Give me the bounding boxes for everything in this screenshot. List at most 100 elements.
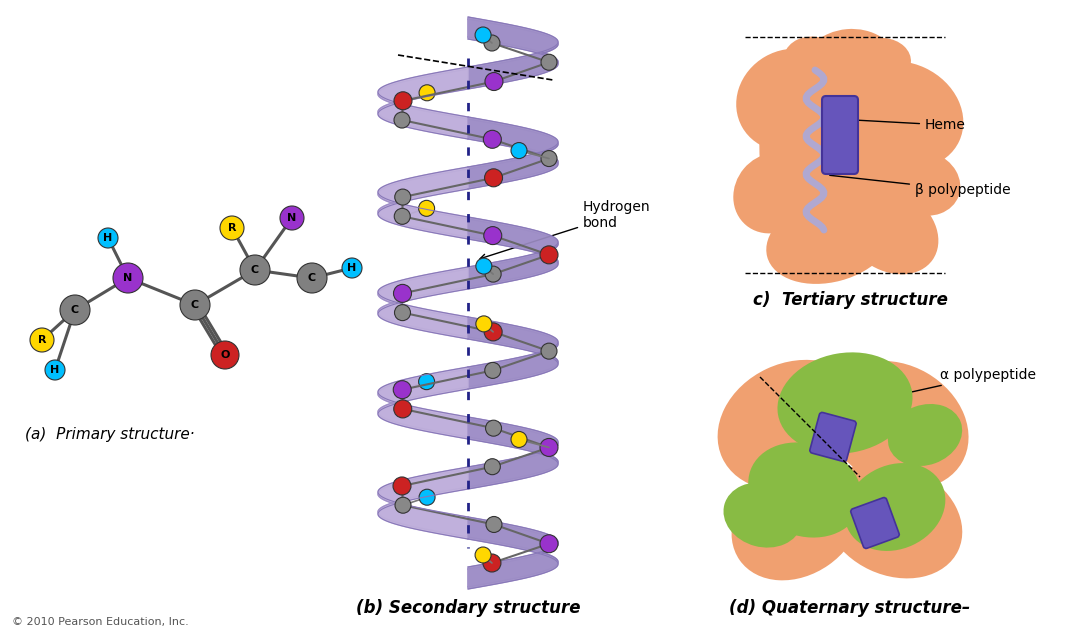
Circle shape [511, 431, 527, 448]
Polygon shape [378, 69, 468, 137]
Circle shape [484, 323, 502, 341]
Ellipse shape [759, 51, 930, 260]
Polygon shape [378, 369, 468, 437]
FancyBboxPatch shape [810, 412, 856, 462]
Text: α polypeptide: α polypeptide [910, 368, 1036, 392]
Circle shape [485, 266, 501, 282]
Polygon shape [468, 219, 558, 287]
Polygon shape [378, 269, 468, 337]
Circle shape [419, 489, 436, 505]
Circle shape [395, 497, 411, 513]
Text: H: H [51, 365, 59, 375]
Circle shape [113, 263, 143, 293]
Circle shape [484, 227, 501, 244]
Circle shape [485, 420, 501, 436]
Polygon shape [468, 519, 558, 587]
Circle shape [98, 228, 118, 248]
Circle shape [280, 206, 304, 230]
Polygon shape [378, 469, 468, 537]
Text: (b) Secondary structure: (b) Secondary structure [356, 599, 580, 617]
Circle shape [342, 258, 362, 278]
Circle shape [419, 85, 436, 101]
Text: (a)  Primary structure·: (a) Primary structure· [25, 427, 195, 443]
Circle shape [540, 535, 558, 552]
Circle shape [395, 189, 411, 205]
Ellipse shape [855, 38, 911, 82]
Text: © 2010 Pearson Education, Inc.: © 2010 Pearson Education, Inc. [12, 617, 189, 627]
Text: O: O [220, 350, 230, 360]
Ellipse shape [748, 443, 861, 538]
Polygon shape [468, 117, 558, 189]
Polygon shape [468, 319, 558, 387]
Circle shape [393, 400, 412, 418]
Circle shape [475, 258, 492, 274]
Polygon shape [378, 169, 468, 237]
Circle shape [240, 255, 270, 285]
Text: (d) Quaternary structure–: (d) Quaternary structure– [730, 599, 970, 617]
Circle shape [211, 341, 239, 369]
FancyBboxPatch shape [851, 497, 899, 549]
Circle shape [298, 263, 327, 293]
Ellipse shape [718, 360, 869, 490]
Circle shape [395, 208, 411, 224]
Ellipse shape [824, 462, 963, 578]
Polygon shape [468, 19, 558, 87]
Polygon shape [378, 267, 468, 339]
Ellipse shape [736, 49, 844, 151]
Circle shape [220, 216, 244, 240]
Circle shape [541, 343, 557, 359]
Ellipse shape [733, 152, 813, 234]
Circle shape [483, 554, 501, 572]
Circle shape [485, 72, 503, 91]
Polygon shape [468, 119, 558, 187]
Circle shape [45, 360, 65, 380]
Circle shape [395, 305, 411, 321]
Ellipse shape [888, 404, 963, 466]
Text: R: R [38, 335, 46, 345]
Circle shape [541, 54, 557, 70]
Circle shape [483, 130, 501, 149]
Circle shape [475, 27, 492, 43]
Circle shape [484, 169, 502, 187]
Circle shape [475, 547, 492, 563]
Circle shape [418, 373, 434, 390]
Polygon shape [468, 17, 558, 89]
Circle shape [180, 290, 210, 320]
Polygon shape [468, 217, 558, 289]
Ellipse shape [723, 483, 802, 547]
Text: H: H [347, 263, 357, 273]
Ellipse shape [784, 37, 846, 90]
Circle shape [393, 92, 412, 110]
Polygon shape [378, 367, 468, 439]
Text: c)  Tertiary structure: c) Tertiary structure [752, 291, 948, 309]
Ellipse shape [886, 150, 960, 216]
Text: Hydrogen
bond: Hydrogen bond [480, 200, 651, 260]
Ellipse shape [845, 463, 945, 551]
Text: C: C [71, 305, 79, 315]
Ellipse shape [766, 196, 894, 284]
Circle shape [475, 316, 492, 332]
Text: N: N [123, 273, 133, 283]
Ellipse shape [802, 29, 898, 105]
FancyBboxPatch shape [823, 96, 858, 174]
Text: C: C [191, 300, 199, 310]
Circle shape [418, 200, 434, 217]
Circle shape [541, 150, 557, 166]
Circle shape [393, 477, 411, 495]
Polygon shape [468, 517, 558, 589]
Text: Heme: Heme [857, 118, 966, 132]
Text: C: C [308, 273, 316, 283]
Circle shape [540, 246, 558, 264]
Polygon shape [378, 167, 468, 239]
Text: β polypeptide: β polypeptide [830, 175, 1011, 197]
Circle shape [484, 458, 500, 475]
Circle shape [393, 380, 411, 399]
Circle shape [393, 112, 410, 128]
Circle shape [540, 438, 558, 457]
Polygon shape [468, 419, 558, 487]
Polygon shape [378, 467, 468, 539]
Circle shape [484, 35, 500, 51]
Circle shape [60, 295, 89, 325]
Circle shape [30, 328, 54, 352]
Circle shape [393, 284, 412, 302]
